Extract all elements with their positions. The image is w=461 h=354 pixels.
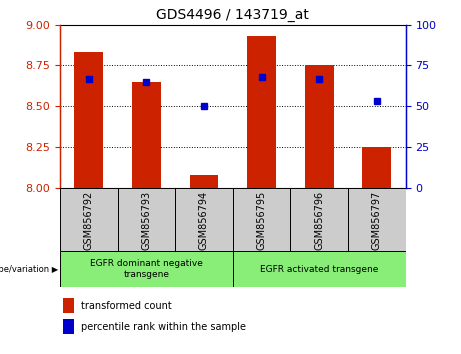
Bar [118,188,175,251]
Bar [60,188,118,251]
Text: EGFR dominant negative
transgene: EGFR dominant negative transgene [90,259,203,279]
Bar [233,188,290,251]
Bar [233,251,406,287]
Bar [189,175,219,188]
Text: genotype/variation ▶: genotype/variation ▶ [0,264,59,274]
Bar [64,319,74,334]
Bar [290,188,348,251]
Bar [64,298,74,313]
Text: GSM856797: GSM856797 [372,191,382,250]
Text: GSM856795: GSM856795 [257,191,266,250]
Text: GSM856796: GSM856796 [314,191,324,250]
Text: GSM856792: GSM856792 [84,191,94,250]
Bar [348,188,406,251]
Bar [60,251,233,287]
Text: EGFR activated transgene: EGFR activated transgene [260,264,378,274]
Text: GSM856793: GSM856793 [142,191,151,250]
Bar [132,82,161,188]
Title: GDS4496 / 143719_at: GDS4496 / 143719_at [156,8,309,22]
Bar [305,65,334,188]
Bar [74,52,103,188]
Bar [247,36,276,188]
Text: GSM856794: GSM856794 [199,191,209,250]
Text: transformed count: transformed count [81,301,171,311]
Bar [362,147,391,188]
Bar [175,188,233,251]
Text: percentile rank within the sample: percentile rank within the sample [81,322,246,332]
